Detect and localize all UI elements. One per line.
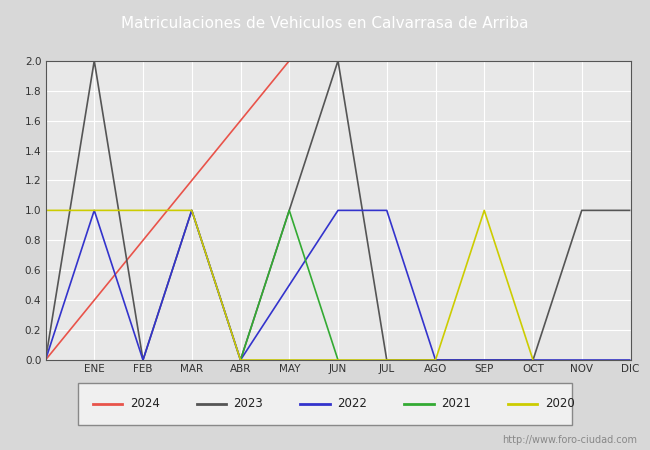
2020 [188, 208, 196, 213]
2023 [529, 357, 537, 363]
Line: 2022: 2022 [46, 211, 630, 360]
2022 [529, 357, 537, 363]
2023 [383, 357, 391, 363]
Text: 2020: 2020 [545, 397, 575, 410]
2022 [578, 357, 586, 363]
2022 [432, 357, 439, 363]
2023 [139, 357, 147, 363]
2022 [383, 208, 391, 213]
2023 [188, 208, 196, 213]
2023 [432, 357, 439, 363]
2023 [627, 208, 634, 213]
2022 [480, 357, 488, 363]
2022 [237, 357, 244, 363]
2023 [90, 58, 98, 63]
FancyBboxPatch shape [78, 382, 572, 425]
2020 [480, 208, 488, 213]
2022 [90, 208, 98, 213]
Line: 2021: 2021 [240, 211, 338, 360]
2022 [42, 357, 49, 363]
Line: 2023: 2023 [46, 61, 630, 360]
Text: Matriculaciones de Vehiculos en Calvarrasa de Arriba: Matriculaciones de Vehiculos en Calvarra… [122, 16, 528, 31]
2020 [237, 357, 244, 363]
2020 [432, 357, 439, 363]
2022 [139, 357, 147, 363]
2023 [480, 357, 488, 363]
2020 [529, 357, 537, 363]
Text: 2021: 2021 [441, 397, 471, 410]
2022 [627, 357, 634, 363]
2022 [334, 208, 342, 213]
2021 [285, 208, 293, 213]
Text: 2022: 2022 [337, 397, 367, 410]
Text: 2024: 2024 [130, 397, 160, 410]
Text: http://www.foro-ciudad.com: http://www.foro-ciudad.com [502, 435, 637, 445]
Text: 2023: 2023 [233, 397, 263, 410]
2020 [42, 208, 49, 213]
Line: 2020: 2020 [46, 211, 533, 360]
2023 [334, 58, 342, 63]
2021 [237, 357, 244, 363]
2021 [334, 357, 342, 363]
2022 [188, 208, 196, 213]
2023 [237, 357, 244, 363]
2023 [578, 208, 586, 213]
2023 [42, 357, 49, 363]
